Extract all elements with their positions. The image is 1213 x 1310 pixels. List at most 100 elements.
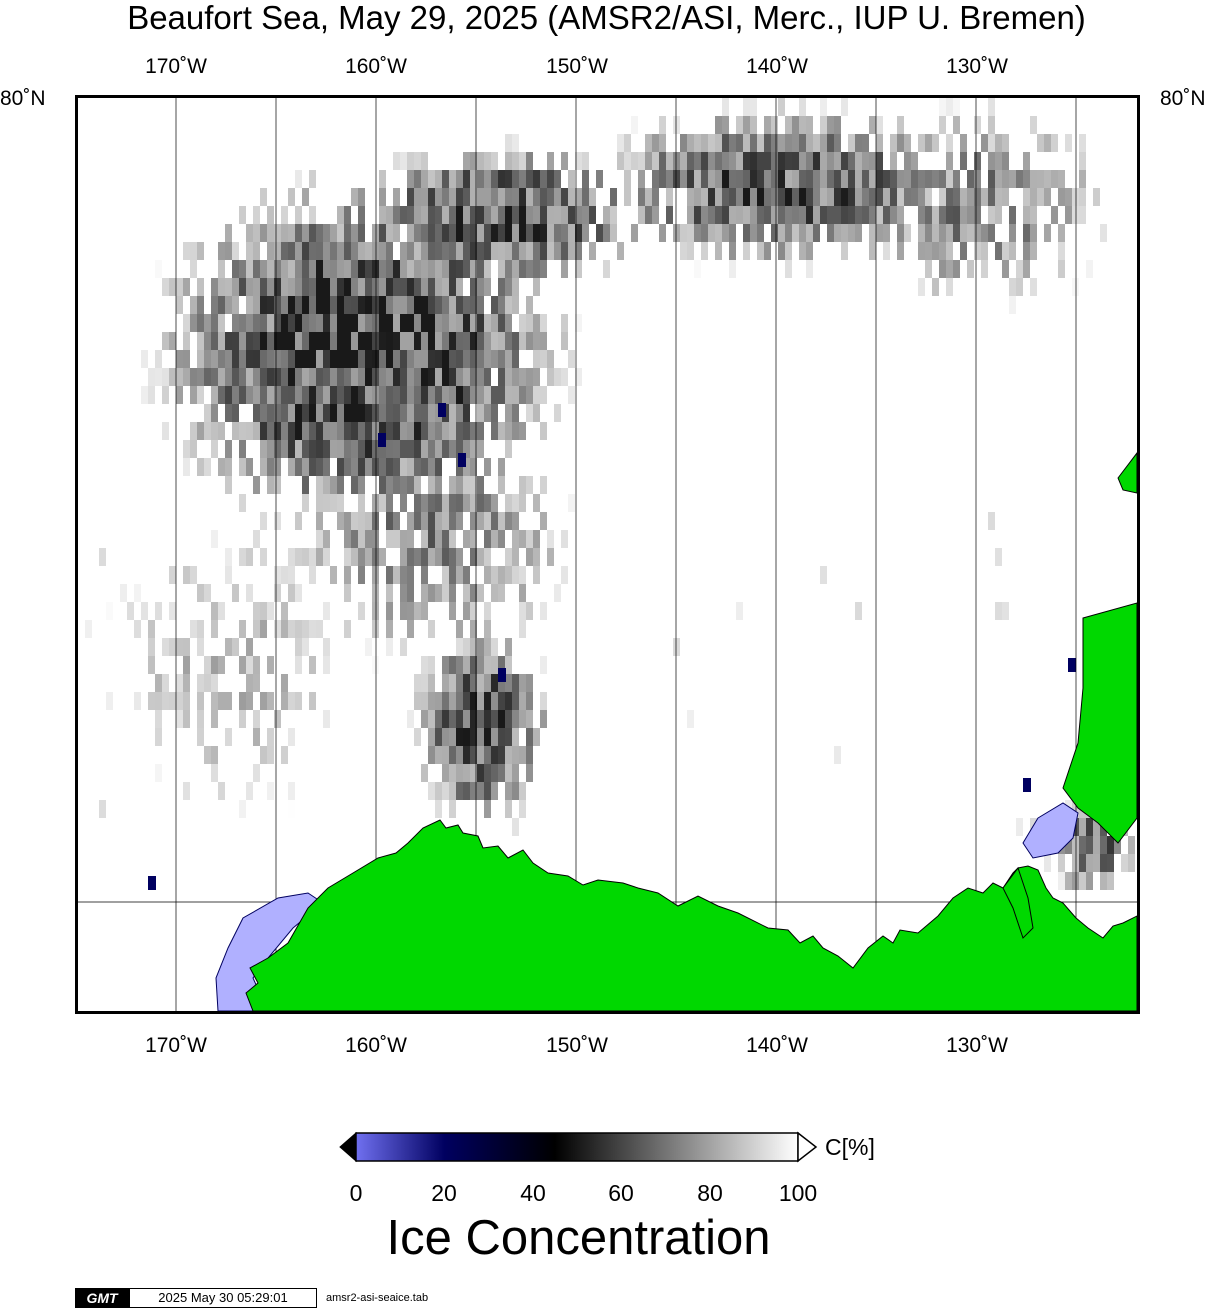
ice-cell: [771, 116, 778, 134]
ice-cell: [246, 548, 253, 566]
ice-cell: [953, 170, 960, 188]
ice-cell: [512, 494, 519, 512]
ice-cell: [428, 584, 435, 602]
ice-cell: [512, 548, 519, 566]
ice-cell: [512, 188, 519, 206]
ice-cell: [358, 530, 365, 548]
ice-cell: [918, 134, 925, 152]
ice-cell: [309, 404, 316, 422]
ice-cell: [939, 116, 946, 134]
ice-cell: [253, 260, 260, 278]
ice-cell: [351, 368, 358, 386]
ice-cell: [491, 566, 498, 584]
ice-cell: [470, 692, 477, 710]
ice-cell: [302, 278, 309, 296]
ice-cell: [323, 548, 330, 566]
ice-concentration-field: [85, 98, 1135, 890]
ice-cell: [554, 206, 561, 224]
ice-cell: [701, 152, 708, 170]
ice-cell: [743, 242, 750, 260]
ice-cell: [379, 422, 386, 440]
ice-cell: [288, 620, 295, 638]
ice-cell: [134, 692, 141, 710]
ice-cell: [855, 134, 862, 152]
ice-cell: [295, 404, 302, 422]
ice-cell: [932, 224, 939, 242]
ice-cell: [337, 494, 344, 512]
low-ice-spot: [438, 403, 446, 417]
ice-cell: [673, 638, 680, 656]
ice-cell: [414, 242, 421, 260]
ice-cell: [323, 386, 330, 404]
ice-cell: [281, 386, 288, 404]
ice-cell: [1016, 260, 1023, 278]
ice-cell: [281, 296, 288, 314]
ice-cell: [638, 188, 645, 206]
ice-cell: [393, 566, 400, 584]
ice-cell: [218, 386, 225, 404]
ice-cell: [659, 134, 666, 152]
ice-cell: [211, 278, 218, 296]
ice-cell: [379, 386, 386, 404]
ice-cell: [561, 530, 568, 548]
ice-cell: [708, 134, 715, 152]
ice-cell: [414, 278, 421, 296]
ice-cell: [547, 170, 554, 188]
ice-cell: [211, 746, 218, 764]
ice-cell: [309, 368, 316, 386]
ice-cell: [232, 638, 239, 656]
ice-cell: [456, 548, 463, 566]
ice-cell: [428, 710, 435, 728]
ice-cell: [407, 620, 414, 638]
ice-cell: [722, 98, 729, 116]
ice-cell: [176, 692, 183, 710]
ice-cell: [351, 332, 358, 350]
ice-cell: [414, 692, 421, 710]
ice-cell: [372, 314, 379, 332]
ice-cell: [456, 746, 463, 764]
ice-cell: [463, 584, 470, 602]
ice-cell: [498, 332, 505, 350]
ice-cell: [463, 260, 470, 278]
ice-cell: [554, 368, 561, 386]
ice-cell: [533, 404, 540, 422]
ice-cell: [659, 224, 666, 242]
ice-cell: [288, 368, 295, 386]
ice-cell: [463, 152, 470, 170]
ice-cell: [421, 368, 428, 386]
ice-cell: [477, 584, 484, 602]
ice-cell: [155, 674, 162, 692]
ice-cell: [344, 620, 351, 638]
ice-cell: [498, 296, 505, 314]
ice-cell: [155, 602, 162, 620]
ice-cell: [435, 710, 442, 728]
ice-cell: [414, 476, 421, 494]
ice-cell: [253, 242, 260, 260]
ice-cell: [666, 152, 673, 170]
ice-cell: [449, 602, 456, 620]
ice-cell: [365, 242, 372, 260]
ice-cell: [379, 170, 386, 188]
ice-cell: [372, 332, 379, 350]
ice-cell: [267, 728, 274, 746]
ice-cell: [302, 476, 309, 494]
ice-cell: [337, 404, 344, 422]
ice-cell: [449, 206, 456, 224]
ice-cell: [421, 386, 428, 404]
ice-cell: [337, 458, 344, 476]
ice-cell: [498, 260, 505, 278]
ice-cell: [932, 278, 939, 296]
ice-cell: [414, 260, 421, 278]
ice-cell: [414, 728, 421, 746]
colorbar-tick-40: 40: [520, 1180, 546, 1206]
ice-cell: [1030, 188, 1037, 206]
ice-cell: [792, 170, 799, 188]
ice-cell: [547, 188, 554, 206]
ice-cell: [372, 440, 379, 458]
ice-cell: [435, 260, 442, 278]
ice-cell: [449, 530, 456, 548]
ice-cell: [526, 170, 533, 188]
ice-cell: [456, 260, 463, 278]
ice-cell: [253, 368, 260, 386]
ice-cell: [197, 296, 204, 314]
